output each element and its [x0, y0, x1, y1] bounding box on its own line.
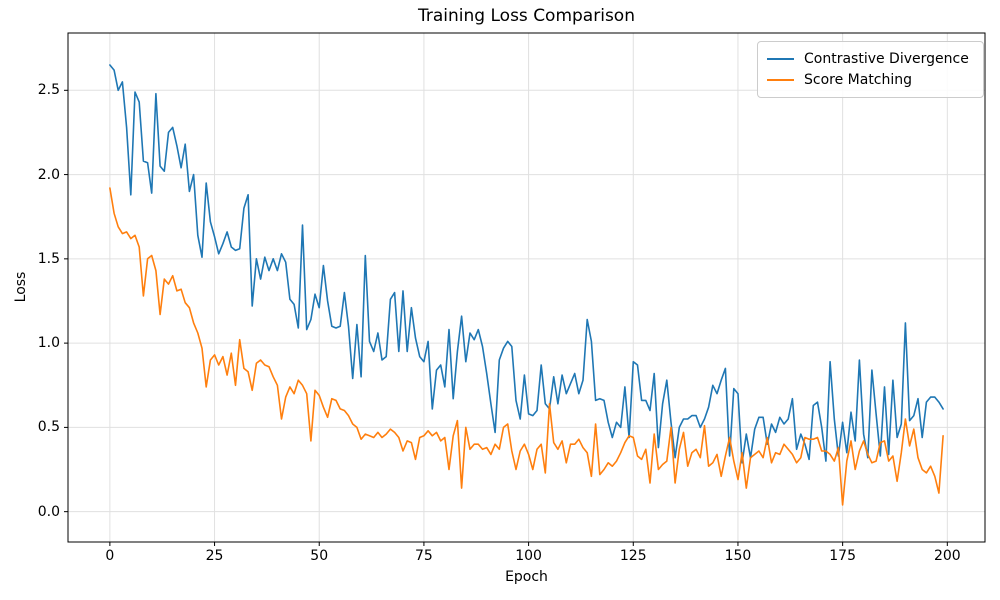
legend-label: Score Matching	[804, 72, 913, 89]
x-tick-label: 25	[205, 548, 224, 564]
axes-spines	[67, 32, 986, 543]
x-tick-label: 125	[619, 548, 647, 564]
x-tick-label: 200	[933, 548, 961, 564]
series-line-score-matching	[109, 187, 944, 506]
legend-label: Contrastive Divergence	[804, 50, 969, 67]
y-tick-label: 1.0	[37, 335, 60, 352]
y-tick-label: 2.0	[37, 166, 60, 183]
x-tick-label: 0	[105, 548, 115, 564]
x-tick-label: 175	[829, 548, 856, 564]
legend-line-sample-icon	[767, 79, 794, 82]
x-tick-label: 100	[515, 548, 542, 564]
x-tick-label: 75	[414, 548, 433, 564]
legend-entry-contrastive-divergence: Contrastive Divergence	[767, 51, 974, 67]
chart-title: Training Loss Comparison	[418, 6, 635, 26]
legend-line-sample-icon	[767, 57, 794, 60]
y-tick-label: 1.5	[37, 250, 60, 267]
y-axis-label: Loss	[13, 271, 29, 303]
y-tick-label: 0.5	[37, 419, 60, 436]
x-axis-label: Epoch	[505, 569, 548, 585]
x-tick-label: 150	[724, 548, 752, 564]
legend: Contrastive Divergence Score Matching	[757, 41, 984, 98]
y-tick-label: 2.5	[37, 82, 60, 99]
y-tick-label: 0.0	[37, 503, 60, 520]
x-tick-label: 50	[310, 548, 329, 564]
legend-entry-score-matching: Score Matching	[767, 72, 974, 88]
series-line-contrastive-divergence	[109, 64, 944, 464]
